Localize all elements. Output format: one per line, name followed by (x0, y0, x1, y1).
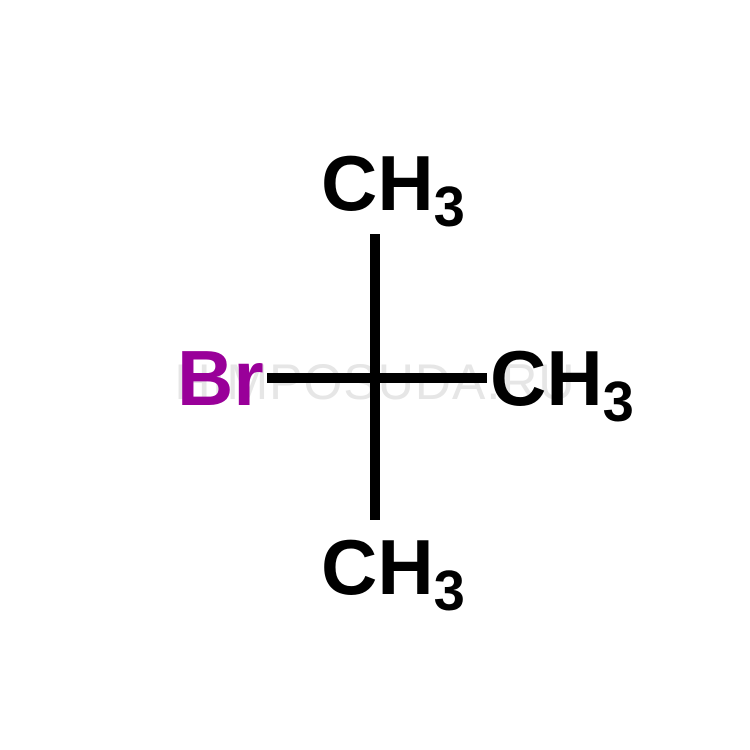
atom-ch3-bottom: CH3 (321, 528, 465, 606)
atom-ch3-top: CH3 (321, 144, 465, 222)
atom-br: Br (177, 339, 264, 417)
bond-left (267, 373, 375, 383)
atom-ch3-right: CH3 (490, 339, 634, 417)
bond-right (375, 373, 487, 383)
bond-bottom (370, 378, 380, 520)
bond-top (370, 234, 380, 378)
chemical-structure-canvas: HIMPOSUDA.RU Br CH3 CH3 CH3 (0, 0, 750, 750)
